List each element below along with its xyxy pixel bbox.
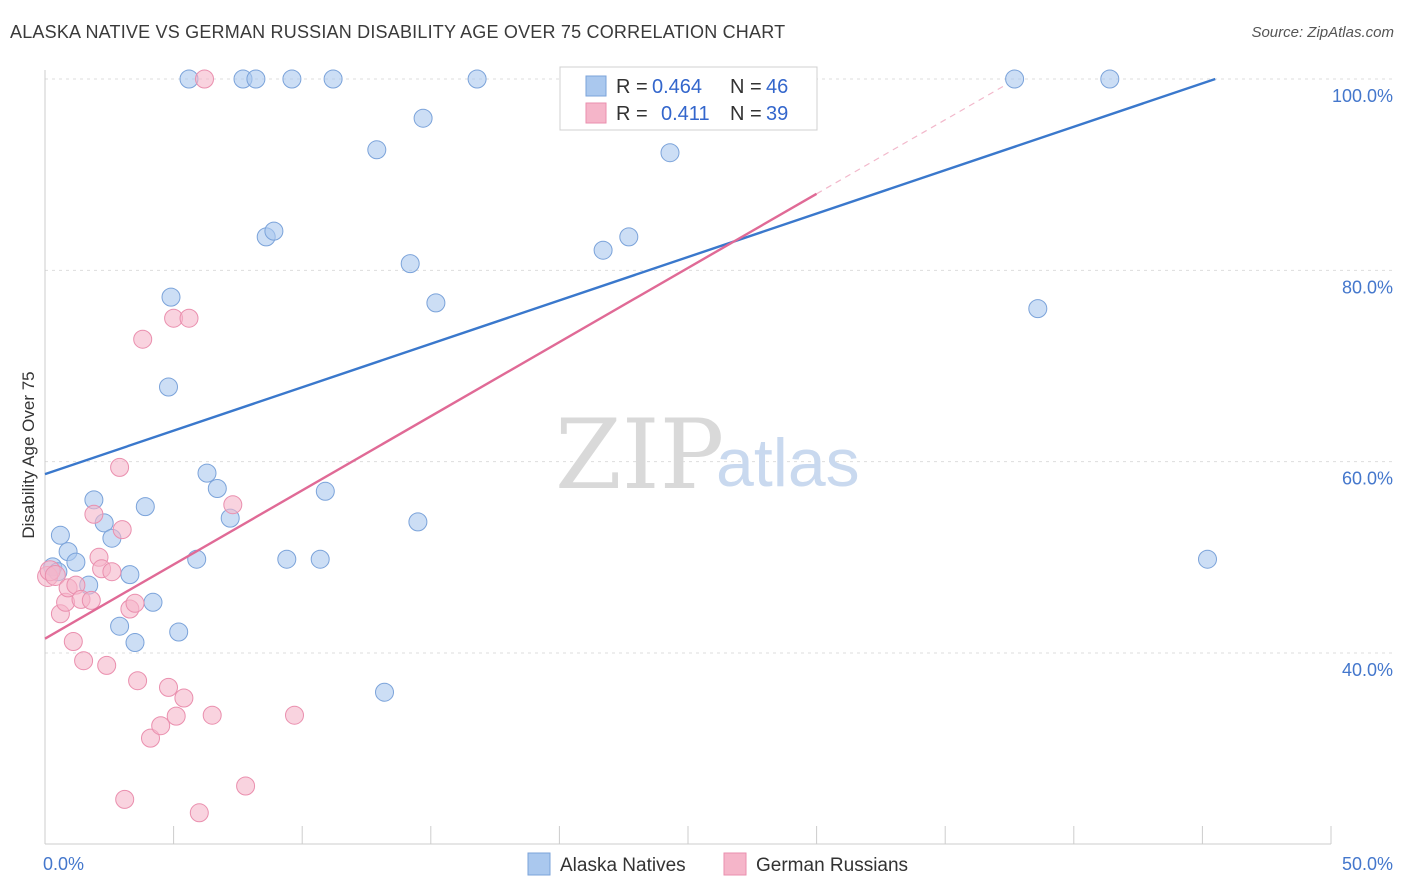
data-point [50,525,70,545]
data-point [66,552,86,572]
data-point [125,633,145,652]
data-point [310,549,330,569]
data-point [619,227,639,247]
data-point [102,562,122,582]
data-point [179,308,199,328]
legend-n-value-2: 39 [766,103,788,125]
legend-r-label-2: R = [616,103,648,125]
series-label-alaska-natives: Alaska Natives [560,855,686,876]
data-point [660,143,680,163]
data-point [1005,69,1025,89]
y-tick-label-40: 40.0% [1342,660,1393,680]
data-point [110,616,130,636]
data-point [151,716,171,736]
data-point [81,590,101,610]
data-point [400,254,420,274]
watermark: ZIP atlas [555,399,860,511]
data-point [169,622,189,642]
series-swatch-german-russians [723,852,747,876]
data-point [367,140,387,160]
trend-line-series-2 [44,192,818,640]
data-point [285,705,304,725]
data-points [37,69,1217,823]
data-point [1198,549,1217,569]
legend-n-label-1: N = [730,76,762,98]
data-point [202,705,222,725]
data-point [187,549,207,569]
legend-swatch-pink [585,102,607,124]
data-point [44,565,66,586]
data-point [133,329,153,349]
watermark-atlas: atlas [716,425,860,501]
data-point [315,481,335,501]
series-label-german-russians: German Russians [756,855,908,876]
data-point [1028,299,1048,319]
data-point [174,688,194,708]
data-point [264,221,284,241]
data-point [467,69,487,89]
data-point [195,69,214,89]
data-point [323,69,343,89]
data-point [189,803,209,823]
legend-r-value-2: 0.411 [661,103,710,125]
data-point [166,706,186,726]
watermark-zip: ZIP [555,399,724,511]
legend-swatch-blue [585,75,607,97]
trend-line-extension-series-2 [816,85,1005,195]
data-point [282,69,302,89]
data-point [128,671,148,691]
series-1-points [43,69,1217,702]
source-credit: Source: ZipAtlas.com [1251,24,1394,41]
data-point [159,377,178,397]
data-point [97,655,117,675]
data-point [426,293,446,313]
stats-legend: R = 0.464 N = 46 R = 0.411 N = 39 [559,66,818,131]
legend-r-label-1: R = [616,76,648,98]
y-tick-label-80: 80.0% [1342,277,1393,297]
data-point [207,479,227,498]
data-point [135,497,155,517]
data-point [236,776,256,796]
legend-n-label-2: N = [730,103,762,125]
x-tick-label-0: 0.0% [43,854,84,874]
data-point [375,682,394,702]
data-point [112,520,132,540]
data-point [593,240,613,260]
data-point [246,69,266,89]
data-point [223,495,243,515]
data-point [159,677,178,697]
axes [44,70,1332,845]
data-point [63,632,83,651]
data-point [120,565,140,585]
data-point [125,593,145,613]
series-swatch-alaska-natives [527,852,551,876]
data-point [161,287,181,307]
data-point [277,549,297,569]
trend-line-series-1 [44,77,1216,476]
data-point [74,651,94,671]
data-point [110,457,130,477]
y-tick-label-60: 60.0% [1342,469,1393,489]
data-point [141,728,160,748]
tick-labels: 40.0% 60.0% 80.0% 100.0% 0.0% 50.0% [43,86,1393,874]
grid [45,78,1395,654]
legend-r-value-1: 0.464 [652,76,702,98]
x-tick-label-50: 50.0% [1342,854,1393,874]
data-point [115,789,135,809]
data-point [1100,69,1120,89]
data-point [84,504,104,524]
data-point [197,463,217,483]
data-point [408,512,428,532]
data-point [413,108,433,128]
y-tick-label-100: 100.0% [1332,86,1393,106]
series-legend: Alaska Natives German Russians [527,852,908,876]
series-2-points [37,69,801,823]
data-point [143,592,163,612]
y-axis-label: Disability Age Over 75 [19,371,38,538]
legend-n-value-1: 46 [766,76,788,98]
chart-title: ALASKA NATIVE VS GERMAN RUSSIAN DISABILI… [10,22,786,42]
trend-lines [44,77,1216,640]
